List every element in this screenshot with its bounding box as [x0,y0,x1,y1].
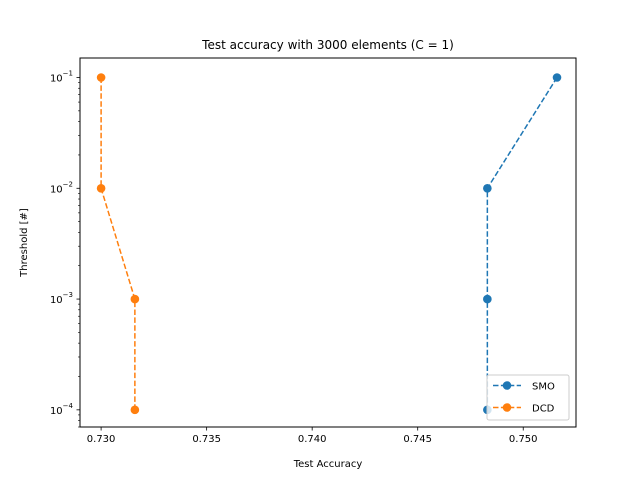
y-axis-label: Threshold [#] [19,208,30,278]
legend-entries: SMO DCD [493,381,555,415]
x-tick-label: 0.750 [509,434,538,445]
legend-label-dcd: DCD [532,404,555,415]
data-point-smo [483,294,492,304]
y-tick-label: 10−3 [50,291,73,306]
x-axis-ticks: 0.730 0.735 0.740 0.745 0.750 [87,427,538,445]
legend-marker-dcd [502,403,512,412]
x-tick-label: 0.740 [298,434,327,445]
y-axis-ticks: 10−4 10−3 10−2 10−1 [50,70,80,428]
data-point-smo [552,73,562,82]
data-point-dcd [130,294,140,304]
data-point-dcd [130,405,140,415]
legend-marker-smo [502,381,512,390]
series-layer [96,73,562,415]
y-tick-label: 10−4 [50,402,74,417]
x-axis-label: Test Accuracy [293,459,363,470]
plot-area [79,57,577,428]
legend-box [486,374,570,421]
data-point-dcd [96,73,106,82]
data-point-dcd [96,183,106,193]
legend-label-smo: SMO [532,382,555,393]
x-tick-label: 0.735 [192,434,221,445]
series-line-smo [486,77,558,410]
data-point-smo [483,183,492,193]
series-line-dcd [100,77,136,410]
y-tick-label: 10−1 [50,70,73,85]
chart-title: Test accuracy with 3000 elements (C = 1) [201,38,454,52]
x-tick-label: 0.745 [403,434,432,445]
y-tick-label: 10−2 [50,180,73,195]
x-tick-label: 0.730 [87,434,116,445]
legend: SMO DCD [486,374,570,421]
axes-frame [79,57,577,428]
